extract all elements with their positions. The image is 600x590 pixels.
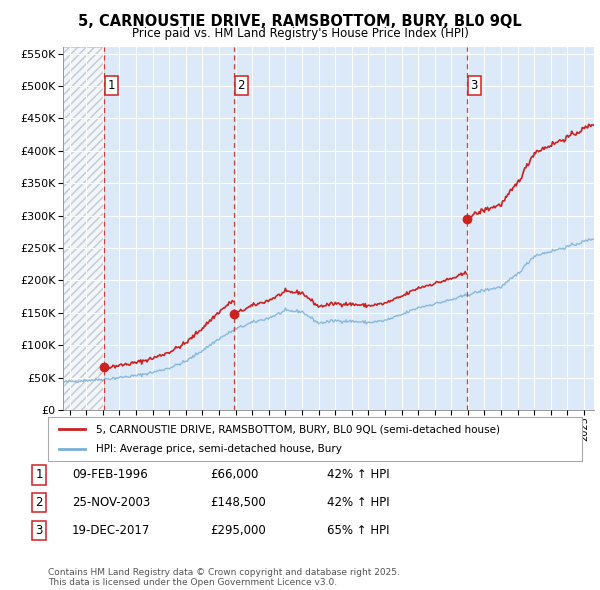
Text: 19-DEC-2017: 19-DEC-2017 <box>72 524 151 537</box>
Text: 2: 2 <box>238 79 245 92</box>
Text: 1: 1 <box>35 468 43 481</box>
Text: £148,500: £148,500 <box>210 496 266 509</box>
Text: Contains HM Land Registry data © Crown copyright and database right 2025.
This d: Contains HM Land Registry data © Crown c… <box>48 568 400 587</box>
Text: £66,000: £66,000 <box>210 468 259 481</box>
Text: 25-NOV-2003: 25-NOV-2003 <box>72 496 150 509</box>
Text: 65% ↑ HPI: 65% ↑ HPI <box>327 524 389 537</box>
Text: 42% ↑ HPI: 42% ↑ HPI <box>327 496 389 509</box>
Bar <box>63 47 104 410</box>
Text: 5, CARNOUSTIE DRIVE, RAMSBOTTOM, BURY, BL0 9QL: 5, CARNOUSTIE DRIVE, RAMSBOTTOM, BURY, B… <box>78 14 522 28</box>
Text: 5, CARNOUSTIE DRIVE, RAMSBOTTOM, BURY, BL0 9QL (semi-detached house): 5, CARNOUSTIE DRIVE, RAMSBOTTOM, BURY, B… <box>96 424 500 434</box>
Text: 3: 3 <box>35 524 43 537</box>
Text: HPI: Average price, semi-detached house, Bury: HPI: Average price, semi-detached house,… <box>96 444 342 454</box>
Text: 42% ↑ HPI: 42% ↑ HPI <box>327 468 389 481</box>
Text: Price paid vs. HM Land Registry's House Price Index (HPI): Price paid vs. HM Land Registry's House … <box>131 27 469 40</box>
Text: 3: 3 <box>470 79 478 92</box>
Text: £295,000: £295,000 <box>210 524 266 537</box>
Text: 09-FEB-1996: 09-FEB-1996 <box>72 468 148 481</box>
Text: 1: 1 <box>108 79 115 92</box>
Text: 2: 2 <box>35 496 43 509</box>
